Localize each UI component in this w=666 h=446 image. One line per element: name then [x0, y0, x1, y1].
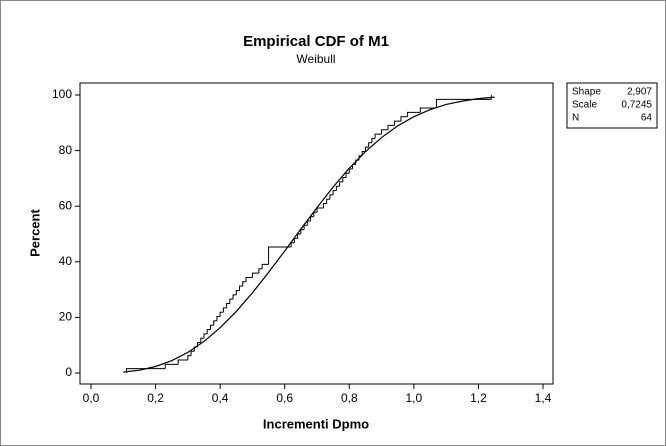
ecdf-step [200, 337, 204, 343]
ecdf-step [251, 272, 259, 278]
ecdf-step [219, 311, 224, 317]
x-tick-label: 0,0 [83, 391, 100, 405]
ecdf-step [326, 198, 330, 204]
ecdf-step [381, 129, 389, 135]
y-tick-label: 100 [52, 87, 72, 101]
ecdf-step [406, 111, 421, 117]
ecdf-step [345, 172, 350, 178]
x-tick-label: 1,4 [535, 391, 552, 405]
ecdf-step [245, 276, 253, 282]
stats-value: 64 [641, 113, 653, 124]
stats-box [566, 82, 658, 129]
fit-curve [123, 96, 495, 373]
chart-title: Empirical CDF of M1 [243, 33, 389, 50]
x-axis-label: Incrementi Dpmo [263, 416, 369, 431]
ecdf-step [268, 246, 292, 252]
ecdf-step [371, 137, 376, 143]
ecdf-step [206, 329, 211, 334]
stats-value: 0,7245 [621, 100, 652, 111]
x-tick-label: 0,4 [212, 391, 229, 405]
ecdf-step [187, 355, 192, 360]
x-tick-label: 1,0 [406, 391, 423, 405]
y-tick-label: 80 [59, 143, 73, 157]
y-axis-label: Percent [27, 208, 42, 256]
ecdf-step [322, 203, 327, 208]
ecdf-step [177, 359, 188, 365]
stats-value: 2,907 [627, 87, 652, 98]
y-tick-label: 60 [59, 198, 73, 212]
ecdf-step [400, 116, 408, 122]
ecdf-step [329, 194, 334, 200]
ecdf-step [213, 320, 217, 326]
ecdf-step [164, 363, 179, 369]
ecdf-step [229, 298, 234, 304]
ecdf-step [235, 289, 240, 295]
ecdf-step [209, 324, 214, 330]
ecdf-step [342, 177, 347, 182]
y-tick-label: 20 [59, 310, 73, 324]
ecdf-step [222, 307, 227, 313]
x-tick-label: 0,2 [147, 391, 164, 405]
stats-label: Scale [572, 100, 597, 111]
ecdf-step [374, 133, 382, 139]
ecdf-step [232, 294, 237, 300]
ecdf-step [258, 268, 263, 274]
y-tick-label: 40 [59, 254, 73, 268]
ecdf-step [190, 350, 195, 356]
stats-label: Shape [572, 87, 601, 98]
chart-subtitle: Weibull [296, 52, 335, 66]
stats-label: N [572, 113, 579, 124]
ecdf-step [261, 263, 269, 269]
ecdf-step [242, 281, 246, 287]
ecdf-step [332, 190, 337, 195]
y-tick-label: 0 [65, 365, 72, 379]
ecdf-step [203, 333, 208, 339]
plot-frame [79, 82, 554, 385]
ecdf-step [368, 142, 372, 148]
ecdf-step [419, 107, 437, 113]
ecdf-step [393, 120, 401, 126]
ecdf-step [239, 285, 243, 291]
ecdf-step [387, 124, 395, 130]
x-tick-label: 0,8 [341, 391, 358, 405]
ecdf-step [364, 146, 369, 152]
ecdf-step [216, 316, 221, 321]
ecdf-step [339, 181, 343, 187]
ecdf-step [335, 185, 340, 191]
ecdf-step [226, 303, 230, 308]
x-tick-label: 1,2 [470, 391, 487, 405]
x-tick-label: 0,6 [276, 391, 293, 405]
